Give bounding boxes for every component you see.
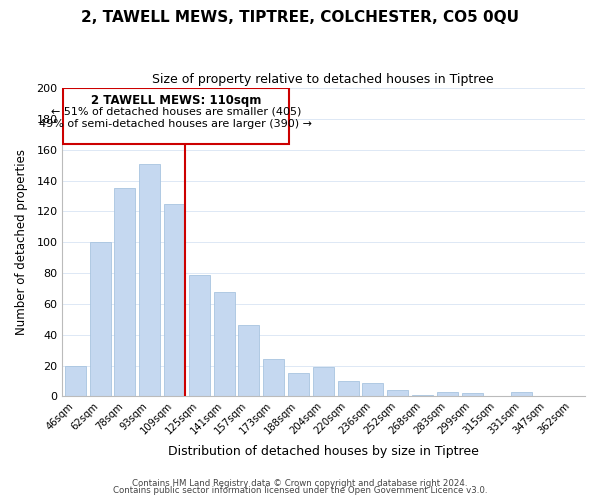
Bar xyxy=(412,395,433,396)
Bar xyxy=(63,88,289,144)
Text: Contains HM Land Registry data © Crown copyright and database right 2024.: Contains HM Land Registry data © Crown c… xyxy=(132,478,468,488)
Text: 2, TAWELL MEWS, TIPTREE, COLCHESTER, CO5 0QU: 2, TAWELL MEWS, TIPTREE, COLCHESTER, CO5… xyxy=(81,10,519,25)
Bar xyxy=(189,274,210,396)
Bar xyxy=(115,188,136,396)
Text: 49% of semi-detached houses are larger (390) →: 49% of semi-detached houses are larger (… xyxy=(39,119,312,129)
Bar xyxy=(511,392,532,396)
Bar xyxy=(263,360,284,397)
Bar xyxy=(214,292,235,397)
Bar xyxy=(139,164,160,396)
Bar xyxy=(65,366,86,396)
Bar xyxy=(387,390,408,396)
X-axis label: Distribution of detached houses by size in Tiptree: Distribution of detached houses by size … xyxy=(168,444,479,458)
Title: Size of property relative to detached houses in Tiptree: Size of property relative to detached ho… xyxy=(152,72,494,86)
Y-axis label: Number of detached properties: Number of detached properties xyxy=(15,149,28,335)
Bar xyxy=(164,204,185,396)
Bar xyxy=(89,242,110,396)
Bar xyxy=(338,381,359,396)
Text: 2 TAWELL MEWS: 110sqm: 2 TAWELL MEWS: 110sqm xyxy=(91,94,261,107)
Text: ← 51% of detached houses are smaller (405): ← 51% of detached houses are smaller (40… xyxy=(50,106,301,117)
Bar xyxy=(288,374,309,396)
Bar xyxy=(238,326,259,396)
Text: Contains public sector information licensed under the Open Government Licence v3: Contains public sector information licen… xyxy=(113,486,487,495)
Bar xyxy=(461,394,482,396)
Bar xyxy=(313,367,334,396)
Bar xyxy=(437,392,458,396)
Bar xyxy=(362,382,383,396)
